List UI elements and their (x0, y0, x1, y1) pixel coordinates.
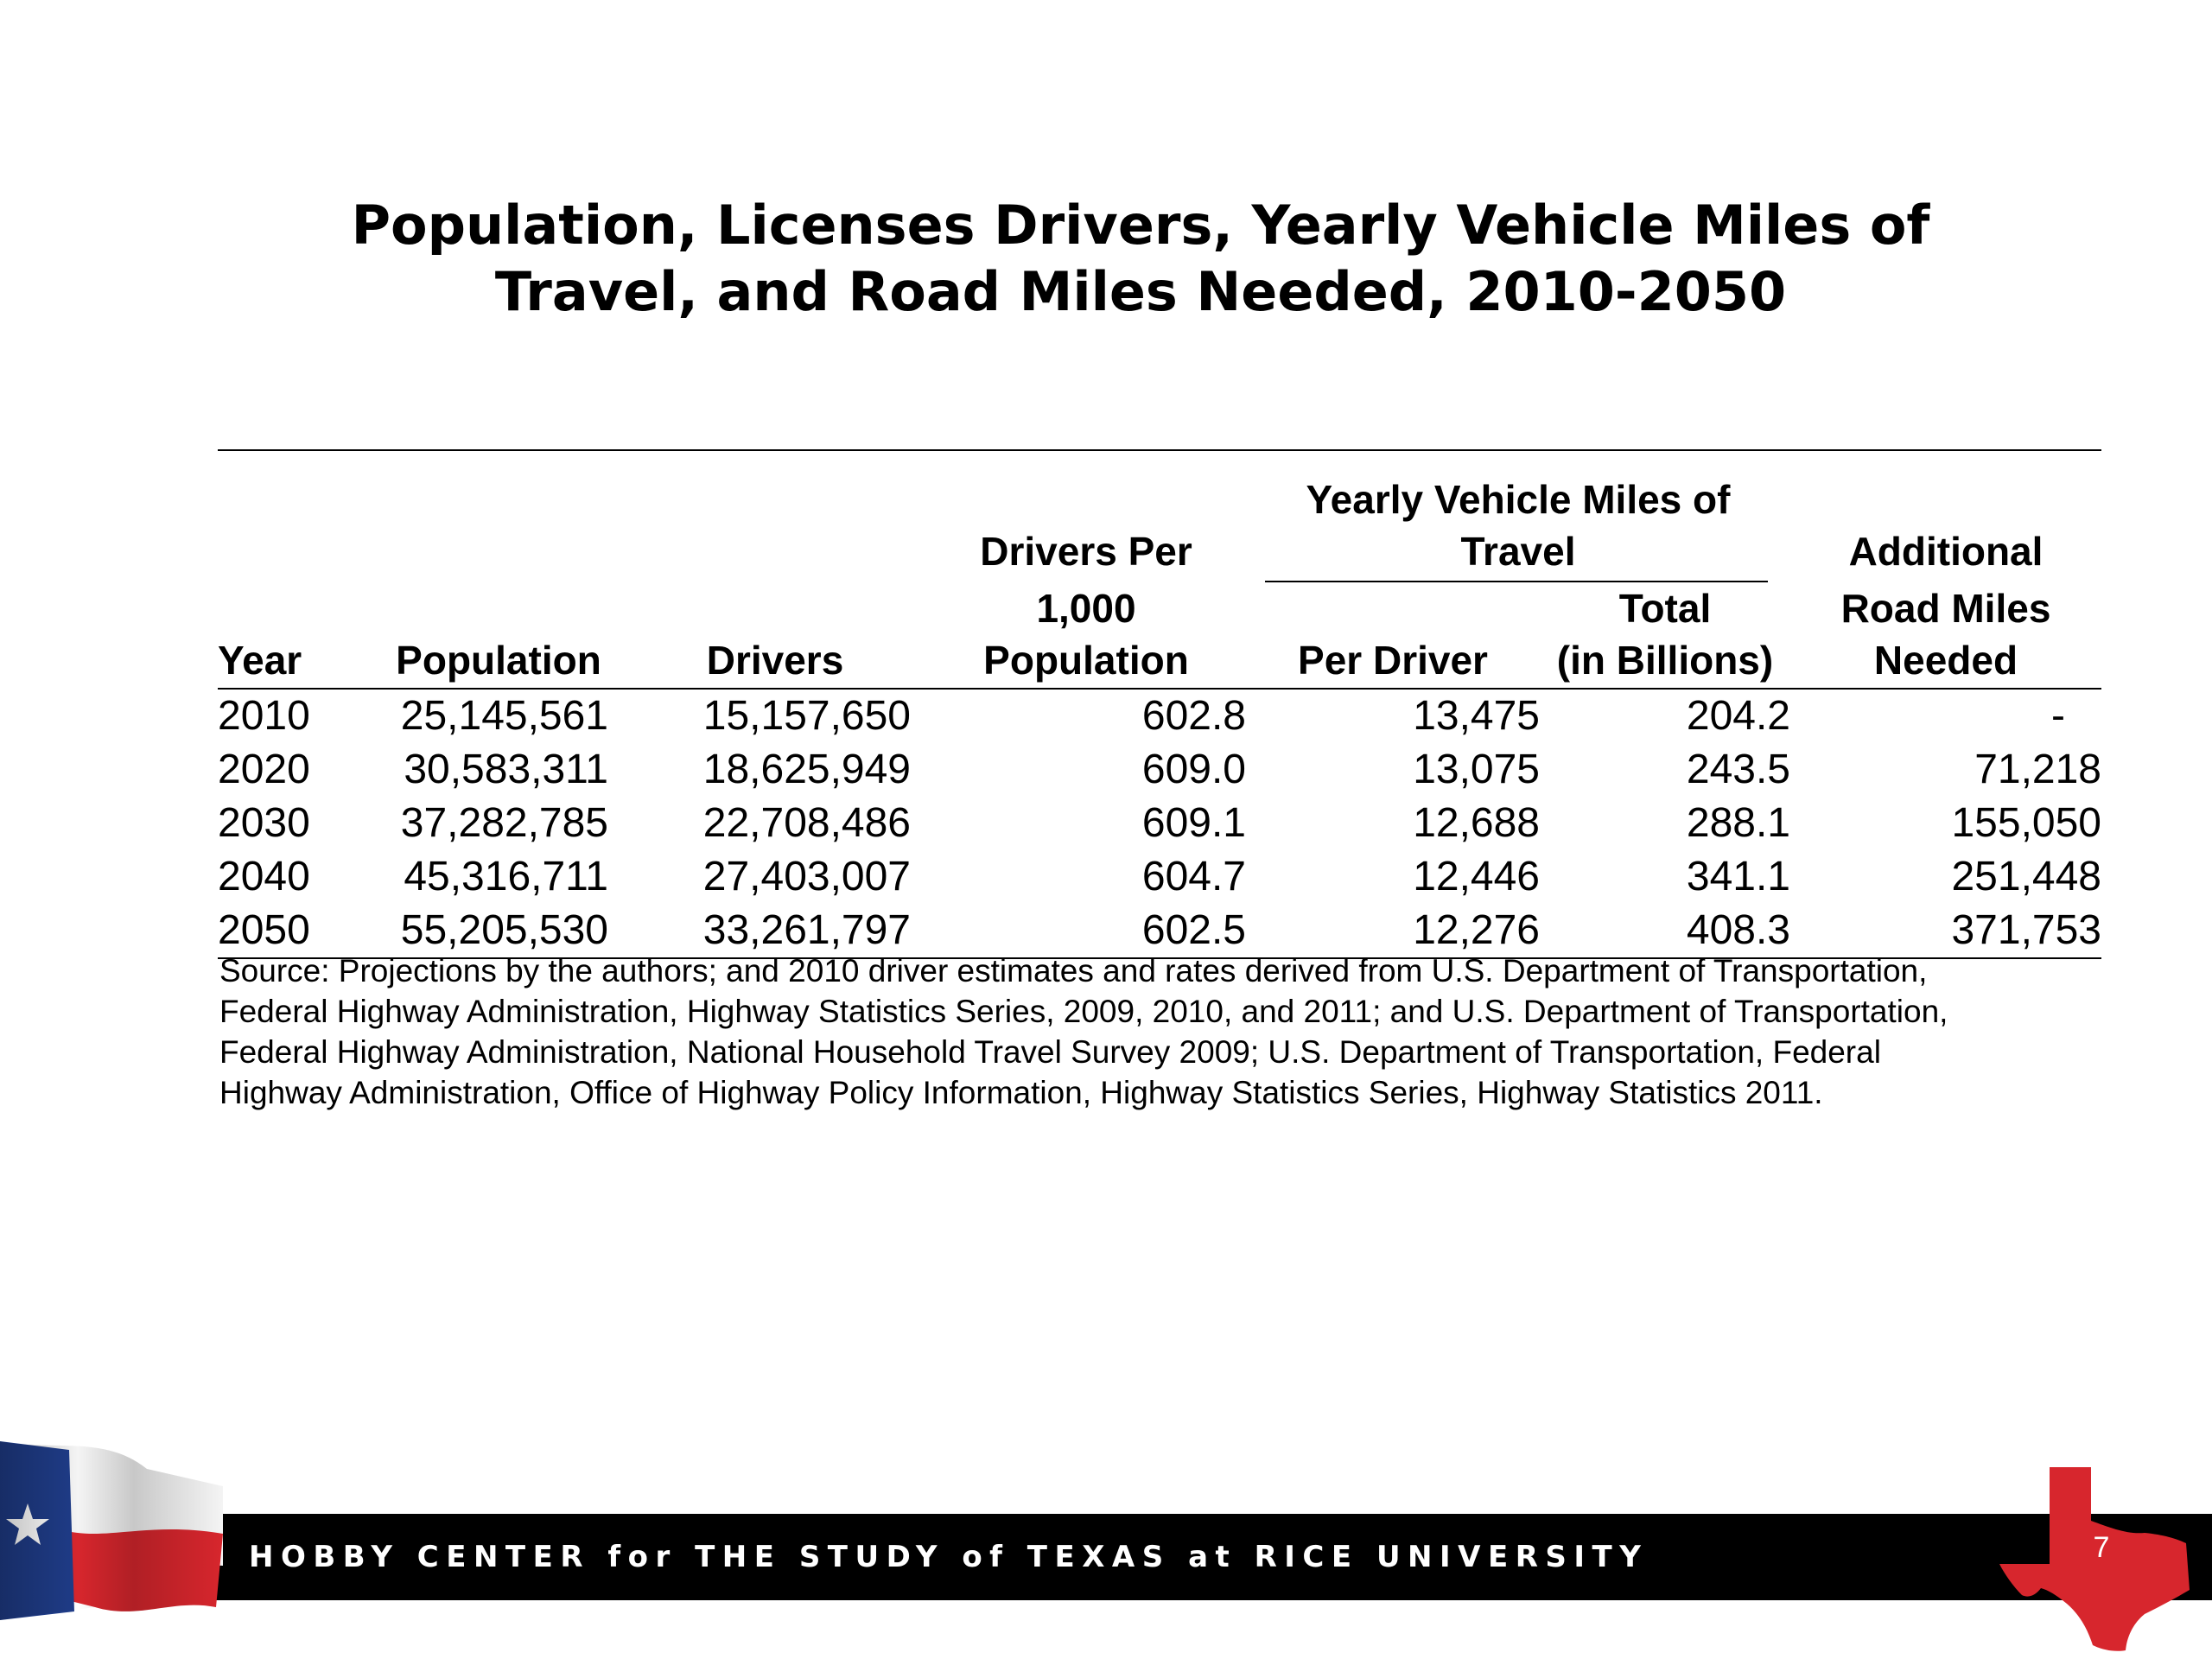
header-vmt-group-line1: Yearly Vehicle Miles of (1306, 477, 1731, 522)
title-line-2: Travel, and Road Miles Needed, 2010-2050 (494, 260, 1787, 323)
cell-drivers: 15,157,650 (702, 693, 911, 739)
texas-state-map-icon (1999, 1467, 2190, 1651)
cell-per-driver: 13,075 (1413, 747, 1540, 792)
vmt-group-rule (1246, 577, 1790, 582)
cell-drivers: 22,708,486 (702, 800, 911, 846)
cell-drivers: 33,261,797 (624, 904, 926, 959)
cell-population: 55,205,530 (373, 904, 624, 959)
data-table-container: Yearly Vehicle Miles of Drivers Per Trav… (218, 449, 2101, 959)
data-table: Yearly Vehicle Miles of Drivers Per Trav… (218, 449, 2101, 959)
cell-drivers: 27,403,007 (702, 854, 911, 899)
cell-drivers-per-1000: 602.5 (926, 904, 1246, 959)
cell-per-driver: 12,446 (1413, 854, 1540, 899)
cell-additional-road-miles: 71,218 (1974, 747, 2101, 792)
cell-year: 2040 (218, 854, 310, 899)
texas-flag-icon (0, 1441, 223, 1620)
header-population: Population (373, 634, 624, 690)
table-row: 2050 55,205,530 33,261,797 602.5 12,276 … (218, 904, 2101, 959)
cell-drivers-per-1000: 609.0 (1141, 747, 1246, 792)
table-row: 2030 37,282,785 22,708,486 609.1 12,688 … (218, 797, 2101, 850)
table-row: 2040 45,316,711 27,403,007 604.7 12,446 … (218, 850, 2101, 904)
table-top-rule (218, 449, 2101, 474)
slide-title: Population, Licenses Drivers, Yearly Veh… (259, 192, 2022, 325)
header-row-3: 1,000 Total Road Miles (218, 582, 2101, 634)
cell-year: 2030 (218, 800, 310, 846)
source-line-3: Federal Highway Administration, National… (219, 1034, 1881, 1070)
cell-additional-road-miles: 371,753 (1790, 904, 2101, 959)
header-drivers-per-line3: Population (926, 634, 1246, 690)
footer-bar (0, 1514, 2212, 1600)
source-line-4: Highway Administration, Office of Highwa… (219, 1075, 1823, 1110)
cell-year: 2010 (218, 693, 310, 739)
header-group-rule-row (218, 577, 2101, 582)
source-line-1: Source: Projections by the authors; and … (219, 953, 1928, 988)
cell-total-billions: 204.2 (1686, 693, 1790, 739)
cell-additional-road-miles: - (2051, 693, 2065, 739)
cell-additional-road-miles: 251,448 (1951, 854, 2101, 899)
header-total-line2: (in Billions) (1540, 634, 1790, 690)
source-line-2: Federal Highway Administration, Highway … (219, 994, 1948, 1029)
cell-population: 45,316,711 (404, 854, 608, 899)
header-row-1: Yearly Vehicle Miles of (218, 474, 2101, 525)
header-per-driver: Per Driver (1246, 634, 1540, 690)
footer-organization: HOBBY CENTER for THE STUDY of TEXAS at R… (249, 1540, 1649, 1574)
cell-total-billions: 243.5 (1686, 747, 1790, 792)
cell-population: 37,282,785 (400, 800, 608, 846)
header-additional-line1: Additional (1848, 529, 2044, 574)
cell-per-driver: 13,475 (1413, 693, 1540, 739)
cell-drivers-per-1000: 604.7 (1141, 854, 1246, 899)
cell-year: 2050 (218, 904, 373, 959)
header-year: Year (218, 634, 373, 690)
cell-total-billions: 408.3 (1540, 904, 1790, 959)
header-vmt-group-line2: Travel (1460, 529, 1576, 574)
cell-drivers-per-1000: 609.1 (1141, 800, 1246, 846)
header-additional-line2: Road Miles (1840, 586, 2051, 631)
header-row-2: Drivers Per Travel Additional (218, 525, 2101, 577)
header-total-line1: Total (1618, 586, 1712, 631)
header-additional-line3: Needed (1790, 634, 2101, 690)
cell-additional-road-miles: 155,050 (1951, 800, 2101, 846)
cell-population: 25,145,561 (400, 693, 608, 739)
cell-total-billions: 288.1 (1686, 800, 1790, 846)
page-number: 7 (2093, 1531, 2110, 1564)
cell-total-billions: 341.1 (1686, 854, 1790, 899)
cell-per-driver: 12,276 (1246, 904, 1540, 959)
cell-drivers: 18,625,949 (702, 747, 911, 792)
table-row: 2010 25,145,561 15,157,650 602.8 13,475 … (218, 689, 2101, 743)
cell-per-driver: 12,688 (1413, 800, 1540, 846)
title-line-1: Population, Licenses Drivers, Yearly Veh… (351, 194, 1930, 257)
source-note: Source: Projections by the authors; and … (219, 950, 2138, 1113)
cell-population: 30,583,311 (404, 747, 608, 792)
header-drivers-per-line2: 1,000 (1036, 586, 1136, 631)
header-drivers-per-line1: Drivers Per (980, 529, 1192, 574)
header-row-4: Year Population Drivers Population Per D… (218, 634, 2101, 690)
header-drivers: Drivers (624, 634, 926, 690)
table-row: 2020 30,583,311 18,625,949 609.0 13,075 … (218, 743, 2101, 797)
cell-drivers-per-1000: 602.8 (1141, 693, 1246, 739)
cell-year: 2020 (218, 747, 310, 792)
